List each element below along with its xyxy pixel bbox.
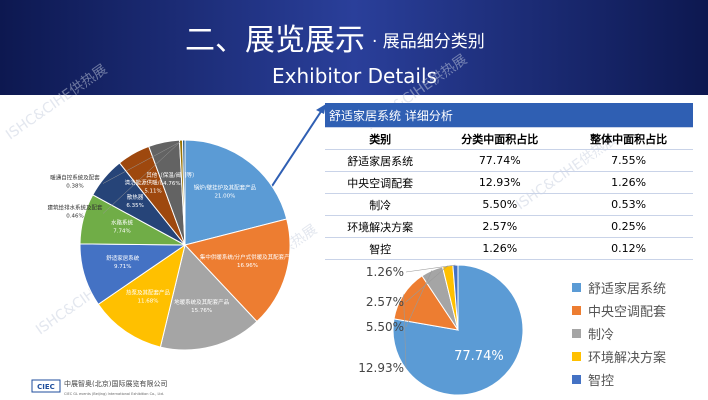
leader-line bbox=[405, 265, 448, 303]
slice-name: 集中供暖系统/分户式供暖及其配套产品 bbox=[200, 253, 296, 261]
title: 二、展览展示 bbox=[185, 23, 365, 58]
slice-name: 水路系统 bbox=[111, 219, 134, 227]
legend-swatch bbox=[572, 375, 581, 384]
slice-label: 2.57% bbox=[366, 295, 404, 309]
slice-label: 5.50% bbox=[366, 320, 404, 334]
slice-label: 9.71% bbox=[114, 264, 131, 270]
table-cell: 舒适家居系统 bbox=[325, 149, 436, 172]
pie-slice bbox=[184, 139, 288, 246]
legend-swatch bbox=[572, 352, 581, 361]
slice-name: 锅炉/壁挂炉及其配套产品 bbox=[194, 184, 257, 192]
table-row: 环境解决方案 2.57% 0.25% bbox=[325, 215, 693, 238]
table-cell: 1.26% bbox=[564, 171, 693, 194]
arrow-head bbox=[316, 104, 326, 114]
table-row: 智控 1.26% 0.12% bbox=[325, 237, 693, 260]
table-title: 舒适家居系统 详细分析 bbox=[325, 103, 693, 128]
slice-label: 6.35% bbox=[126, 203, 143, 209]
slice-name: 舒适家居系统 bbox=[106, 254, 140, 262]
slice-label: 5.11% bbox=[144, 188, 161, 194]
pie-slice bbox=[184, 218, 291, 323]
slice-label: 21.00% bbox=[214, 194, 235, 200]
column-header: 整体中面积占比 bbox=[564, 127, 693, 150]
table-row: 中央空调配套 12.93% 1.26% bbox=[325, 171, 693, 194]
leader-line bbox=[102, 141, 181, 184]
slice-name: 散热器 bbox=[127, 193, 144, 201]
legend-label: 中央空调配套 bbox=[588, 304, 666, 320]
slice-label: 1.26% bbox=[366, 265, 404, 279]
table-cell: 7.55% bbox=[564, 149, 693, 172]
table-cell: 0.53% bbox=[564, 193, 693, 216]
company-en: CIEC GL events (Beijing) International E… bbox=[64, 392, 164, 396]
slice-name: 清洁能源供暖/热水产品 bbox=[125, 178, 182, 186]
table-row: 舒适家居系统 77.74% 7.55% bbox=[325, 149, 693, 172]
table-row: 制冷 5.50% 0.53% bbox=[325, 193, 693, 216]
table-cell: 12.93% bbox=[435, 171, 565, 194]
table-cell: 0.12% bbox=[564, 237, 693, 260]
table-cell: 5.50% bbox=[435, 193, 565, 216]
legend-swatch bbox=[572, 283, 581, 292]
slice-label: 12.93% bbox=[358, 361, 404, 375]
table-cell: 1.26% bbox=[435, 237, 565, 260]
slice-name: 地暖系统及其配套产品 bbox=[174, 298, 230, 306]
pie-slice bbox=[181, 139, 186, 246]
leader-line bbox=[403, 294, 407, 369]
pie-slice bbox=[97, 243, 186, 348]
detail-table: 舒适家居系统 详细分析 类别 分类中面积占比 整体中面积占比 舒适家居系统 77.74% 7… bbox=[325, 103, 693, 260]
table-header-row: 类别 分类中面积占比 整体中面积占比 bbox=[325, 127, 693, 150]
company: 中展智奥(北京)国际展览有限公司 bbox=[64, 379, 167, 388]
legend-label: 制冷 bbox=[588, 328, 614, 343]
slice-label: 0.38% bbox=[66, 184, 83, 190]
slice-label: 11.68% bbox=[138, 299, 159, 305]
table-cell: 77.74% bbox=[435, 149, 565, 172]
legend-label: 舒适家居系统 bbox=[588, 281, 666, 297]
pie-slice bbox=[159, 243, 258, 351]
table-cell: 2.57% bbox=[435, 215, 565, 238]
column-header: 分类中面积占比 bbox=[435, 127, 565, 150]
leader-line bbox=[405, 264, 456, 273]
table-cell: 智控 bbox=[325, 237, 436, 260]
slice-label: 15.76% bbox=[191, 308, 212, 314]
leader-line bbox=[102, 141, 181, 214]
slice-label: 4.76% bbox=[163, 181, 180, 187]
slice-label: 16.96% bbox=[237, 263, 258, 269]
legend-label: 环境解决方案 bbox=[588, 350, 666, 366]
table-cell: 0.25% bbox=[564, 215, 693, 238]
column-header: 类别 bbox=[325, 127, 436, 150]
table-cell: 环境解决方案 bbox=[325, 215, 436, 238]
table-cell: 中央空调配套 bbox=[325, 171, 436, 194]
slice-name: 其他（保温/阀门等） bbox=[146, 171, 197, 179]
slice-name: 热泵及其配套产品 bbox=[126, 289, 171, 297]
logo-text: CIEC bbox=[37, 383, 55, 391]
logo bbox=[31, 379, 61, 393]
slice-name: 暖通自控系统及配套 bbox=[50, 174, 100, 182]
table-caption-row: 舒适家居系统 详细分析 bbox=[325, 103, 693, 128]
slice-label: 77.74% bbox=[454, 349, 504, 364]
slice-label: 0.46% bbox=[66, 214, 83, 220]
legend-swatch bbox=[572, 306, 581, 315]
legend-swatch bbox=[572, 329, 581, 338]
leader-line bbox=[405, 270, 433, 328]
slice-label: 7.74% bbox=[113, 229, 130, 235]
english-title: Exhibitor Details bbox=[272, 64, 437, 88]
legend-label: 智控 bbox=[588, 374, 614, 389]
header-band bbox=[0, 0, 708, 95]
slice-name: 建筑给排水系统及配套 bbox=[47, 204, 103, 212]
table-cell: 制冷 bbox=[325, 193, 436, 216]
subtitle: · 展品细分类别 bbox=[372, 32, 485, 52]
